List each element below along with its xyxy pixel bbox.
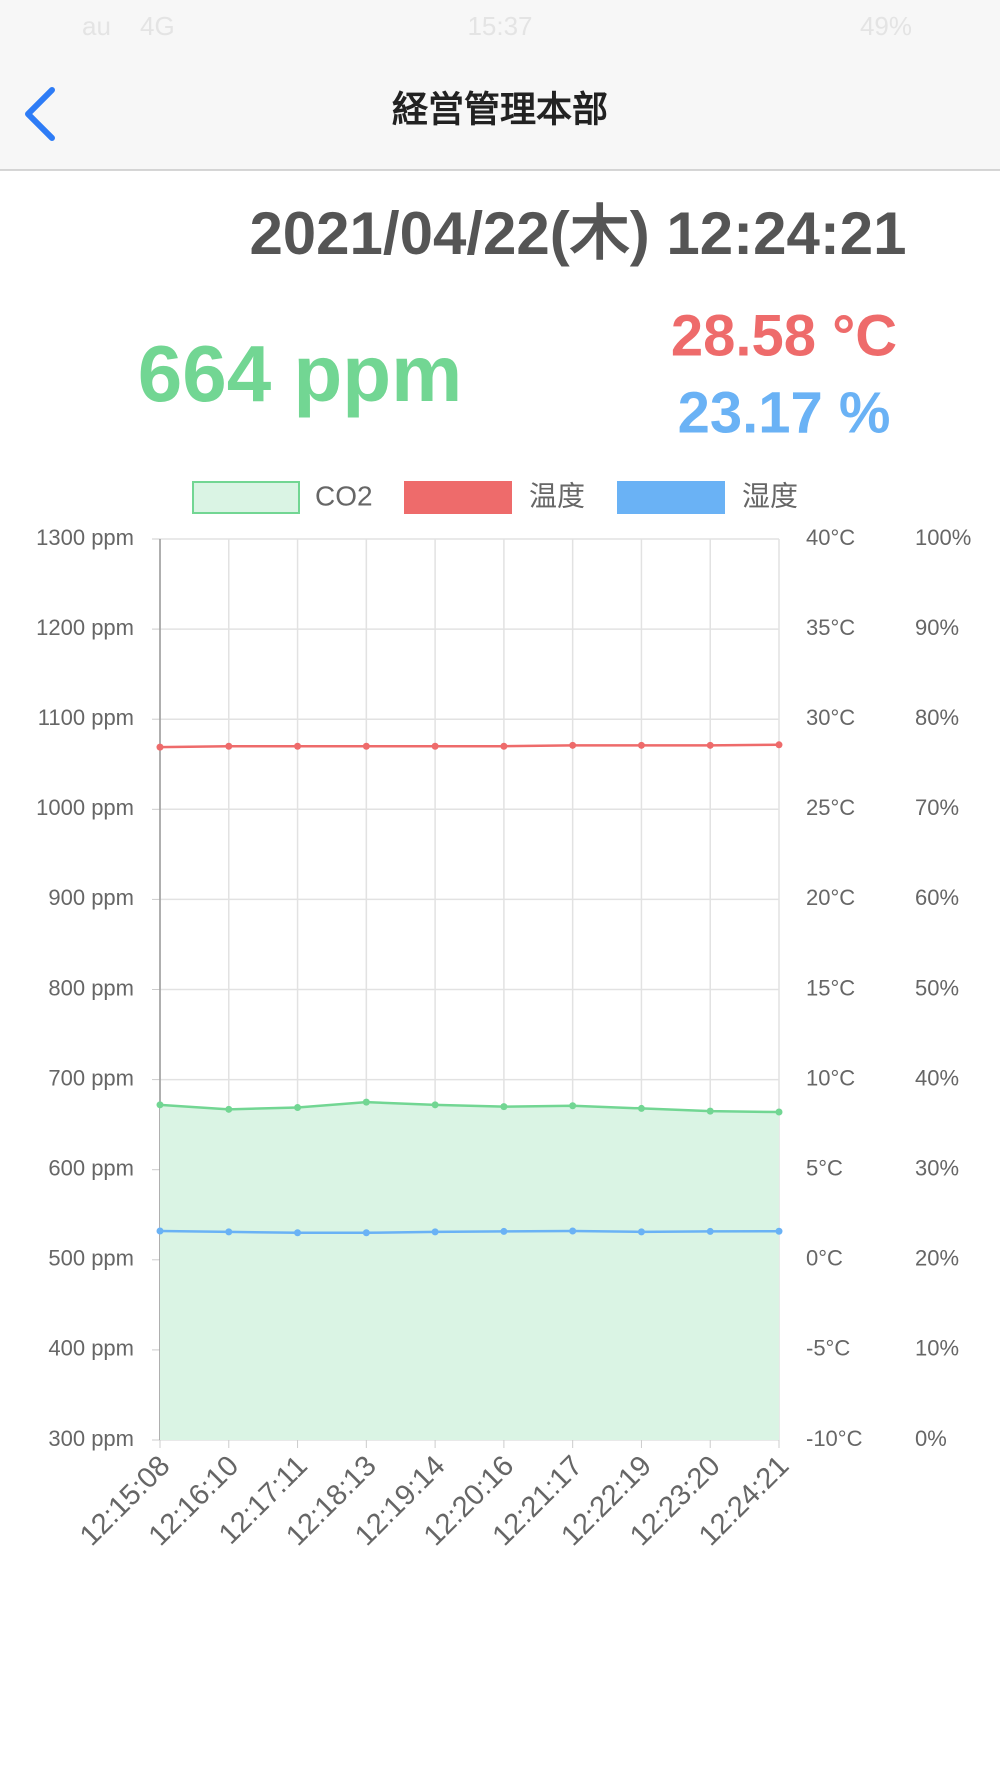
y-tick-label: 1200 ppm — [36, 615, 134, 640]
y3-tick-label: 100% — [915, 525, 971, 550]
y3-tick-label: 0% — [915, 1426, 947, 1451]
battery: 49% — [860, 11, 912, 41]
y2-tick-label: 0°C — [806, 1246, 843, 1271]
line — [159, 1229, 780, 1235]
point — [775, 741, 783, 749]
legend-label: CO2 — [315, 480, 373, 511]
point — [637, 1228, 645, 1236]
point — [156, 1101, 164, 1109]
point — [225, 1228, 233, 1236]
point — [775, 1227, 783, 1235]
y3-tick-label: 20% — [915, 1246, 959, 1271]
legend-swatch — [617, 481, 725, 514]
humidity-reading: 23.17 % — [678, 380, 891, 445]
y2-tick-label: 5°C — [806, 1156, 843, 1181]
network: 4G — [140, 11, 175, 41]
y2-tick-label: 40°C — [806, 525, 855, 550]
y2-tick-label: -5°C — [806, 1336, 850, 1361]
point — [637, 741, 645, 749]
y2-tick-label: 15°C — [806, 975, 855, 1000]
point — [294, 742, 302, 750]
y3-tick-label: 70% — [915, 795, 959, 820]
point — [706, 741, 714, 749]
legend-swatch — [192, 481, 300, 514]
point — [431, 1101, 439, 1109]
nav-title: 経営管理本部 — [392, 89, 608, 130]
area — [160, 1102, 779, 1440]
point — [500, 742, 508, 750]
carrier: au — [82, 11, 111, 41]
point — [156, 743, 164, 751]
y-tick-label: 900 ppm — [48, 885, 134, 910]
y2-tick-label: 35°C — [806, 615, 855, 640]
y2-tick-label: -10°C — [806, 1426, 863, 1451]
line — [159, 1100, 780, 1114]
y-tick-label: 1300 ppm — [36, 525, 134, 550]
y3-tick-label: 60% — [915, 885, 959, 910]
y-tick-label: 800 ppm — [48, 975, 134, 1000]
legend-label: 湿度 — [742, 480, 798, 511]
point — [569, 1227, 577, 1235]
temperature-reading: 28.58 °C — [671, 303, 897, 368]
point — [362, 1098, 370, 1106]
point — [500, 1227, 508, 1235]
y3-tick-label: 40% — [915, 1065, 959, 1090]
point — [294, 1229, 302, 1237]
point — [225, 742, 233, 750]
point — [156, 1227, 164, 1235]
clock: 15:37 — [467, 11, 532, 41]
y2-tick-label: 25°C — [806, 795, 855, 820]
point — [637, 1104, 645, 1112]
y3-tick-label: 30% — [915, 1156, 959, 1181]
point — [431, 1228, 439, 1236]
y-tick-label: 1100 ppm — [38, 705, 134, 730]
point — [706, 1227, 714, 1235]
header-bg — [0, 0, 1000, 170]
y2-tick-label: 20°C — [806, 885, 855, 910]
y3-tick-label: 10% — [915, 1336, 959, 1361]
y3-tick-label: 50% — [915, 975, 959, 1000]
legend-label: 温度 — [529, 480, 585, 511]
point — [225, 1105, 233, 1113]
point — [569, 1102, 577, 1110]
y-tick-label: 300 ppm — [48, 1426, 134, 1451]
y2-tick-label: 10°C — [806, 1065, 855, 1090]
y-tick-label: 400 ppm — [48, 1336, 134, 1361]
y3-tick-label: 80% — [915, 705, 959, 730]
y-tick-label: 500 ppm — [48, 1246, 134, 1271]
point — [431, 742, 439, 750]
point — [500, 1103, 508, 1111]
back-button[interactable] — [25, 87, 55, 141]
point — [569, 741, 577, 749]
line — [159, 743, 780, 749]
point — [706, 1107, 714, 1115]
datetime: 2021/04/22(木) 12:24:21 — [249, 200, 906, 267]
point — [362, 742, 370, 750]
point — [362, 1229, 370, 1237]
co2-reading: 664 ppm — [138, 329, 463, 418]
point — [294, 1104, 302, 1112]
y-tick-label: 1000 ppm — [36, 795, 134, 820]
y2-tick-label: 30°C — [806, 705, 855, 730]
y3-tick-label: 90% — [915, 615, 959, 640]
legend-swatch — [404, 481, 512, 514]
y-tick-label: 600 ppm — [48, 1156, 134, 1181]
y-tick-label: 700 ppm — [48, 1065, 134, 1090]
point — [775, 1108, 783, 1116]
